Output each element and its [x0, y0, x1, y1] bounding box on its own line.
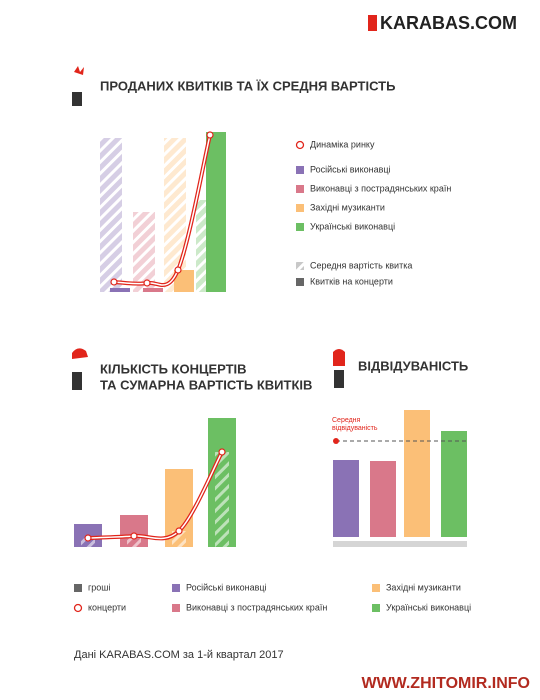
line [113, 134, 212, 287]
legend-label: Квитків на концерти [310, 276, 393, 286]
legend-label: гроші [88, 582, 111, 592]
legend-swatch [172, 584, 180, 592]
bar-hatched [133, 212, 155, 292]
legend-swatch [372, 584, 380, 592]
logo-mark [368, 15, 377, 31]
line-point [84, 534, 92, 542]
line-point [206, 131, 214, 139]
legend-swatch [296, 223, 304, 231]
base-bar [333, 541, 467, 547]
legend-swatch [172, 604, 180, 612]
average-label: відвідуваність [332, 424, 378, 432]
legend-label: Українські виконавці [310, 221, 395, 231]
chart-title: ВІДВІДУВАНІСТЬ [358, 358, 468, 373]
line-point [174, 266, 182, 274]
bar-hatched [127, 536, 141, 547]
bar [206, 132, 226, 292]
legend-swatch [296, 278, 304, 286]
legend-label: Динаміка ринку [310, 139, 375, 149]
bar-hatched [100, 138, 122, 292]
legend-swatch [296, 185, 304, 193]
bar [404, 410, 430, 537]
line-point [218, 448, 226, 456]
line-point [175, 527, 183, 535]
bar [174, 270, 194, 292]
legend-label: Виконавці з пострадянських країн [310, 183, 451, 193]
average-dot [333, 438, 339, 444]
bar-hatched [81, 538, 95, 547]
average-label: Середня [332, 417, 361, 424]
line-point [110, 278, 118, 286]
legend-label: Виконавці з пострадянських країн [186, 602, 327, 612]
bar [370, 461, 396, 537]
legend-swatch [372, 604, 380, 612]
logo: KARABAS.COM [380, 13, 517, 33]
watermark: WWW.ZHITOMIR.INFO [361, 675, 530, 692]
legend-label: концерти [88, 602, 126, 612]
legend-swatch [295, 140, 305, 150]
bar [143, 288, 163, 292]
chart-title: КІЛЬКІСТЬ КОНЦЕРТІВ [100, 361, 247, 376]
legend-label: Західні музиканти [310, 202, 385, 212]
line-point [143, 279, 151, 287]
line-point [130, 532, 138, 540]
line-highlight [113, 134, 211, 286]
source: Дані KARABAS.COM за 1-й квартал 2017 [74, 649, 284, 661]
chart-title: ТА СУМАРНА ВАРТІСТЬ КВИТКІВ [100, 377, 312, 392]
bar-hatched [164, 138, 186, 292]
legend-label: Російські виконавці [186, 582, 267, 592]
bar [110, 288, 130, 292]
legend-swatch [74, 584, 82, 592]
legend-swatch [296, 204, 304, 212]
legend-swatch [296, 166, 304, 174]
legend-label: Середня вартість квитка [310, 260, 412, 270]
chart-title: ПРОДАНИХ КВИТКІВ ТА ЇХ СРЕДНЯ ВАРТІСТЬ [100, 78, 395, 93]
legend-swatch [73, 603, 83, 613]
line-highlight [87, 451, 223, 540]
legend-label: Українські виконавці [386, 602, 471, 612]
bar [441, 431, 467, 537]
legend-label: Російські виконавці [310, 164, 391, 174]
bar [333, 460, 359, 537]
legend-swatch [296, 262, 304, 270]
icon [72, 66, 345, 390]
legend-label: Західні музиканти [386, 582, 461, 592]
bar-hatched [215, 452, 229, 547]
